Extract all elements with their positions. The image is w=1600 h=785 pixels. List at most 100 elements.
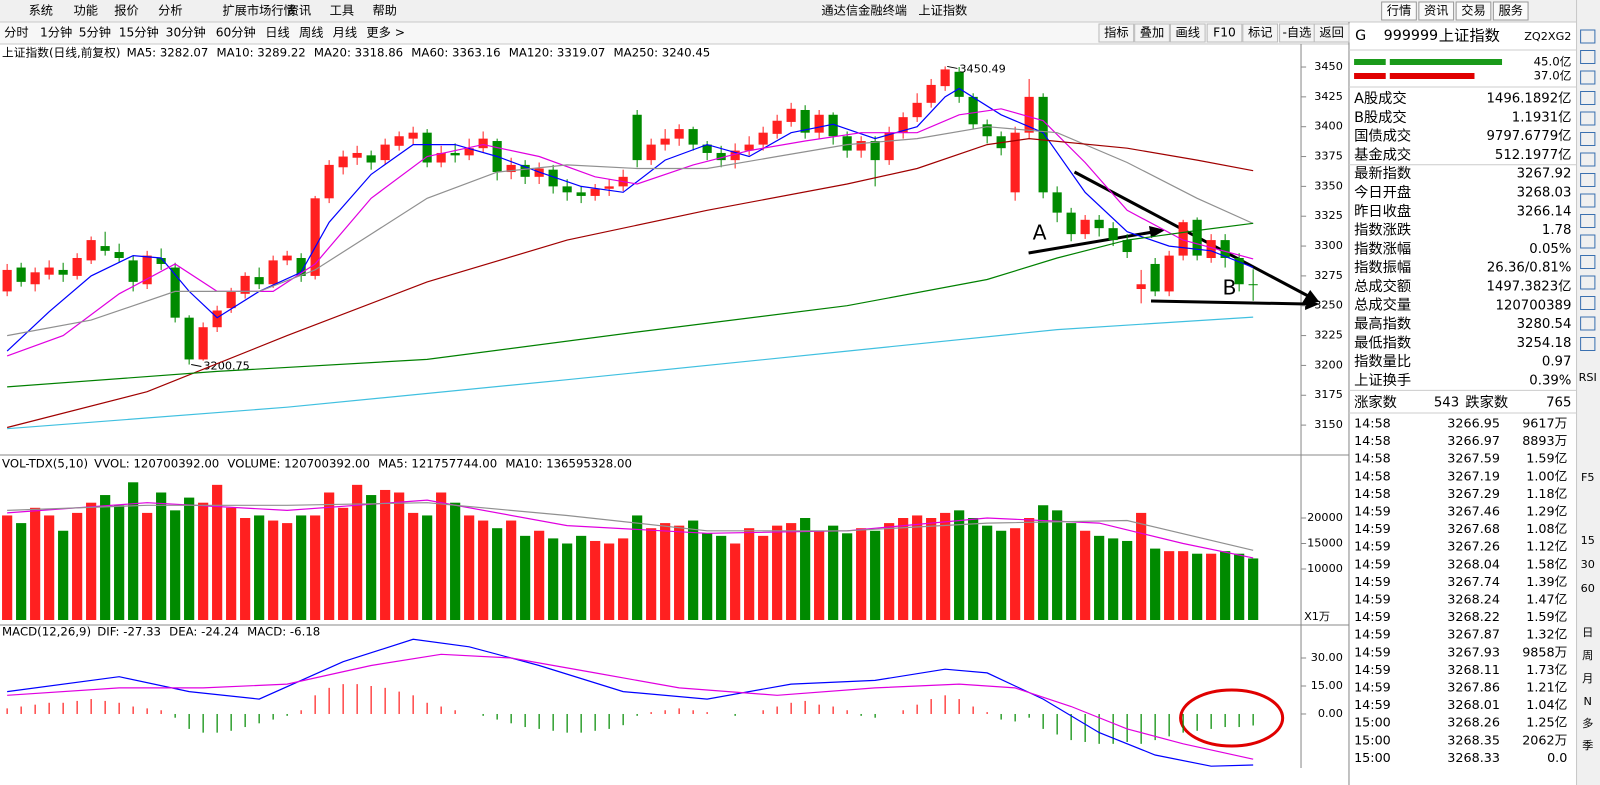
y-tick-label: 15000 [1307, 537, 1343, 550]
menu-button-label[interactable]: 交易 [1461, 3, 1485, 18]
side-icon-label[interactable]: 月 [1582, 672, 1593, 685]
quote-label: 指数量比 [1354, 354, 1411, 370]
period-tab[interactable]: 60分钟 [216, 25, 256, 40]
side-icon[interactable] [1580, 173, 1596, 187]
volume-bar [590, 540, 601, 620]
tool-button[interactable] [1098, 23, 1135, 43]
period-tab[interactable]: 30分钟 [166, 25, 206, 40]
period-tab[interactable]: 分时 [4, 26, 28, 40]
menu-item[interactable]: 系统 [29, 4, 53, 18]
menu-item[interactable]: 工具 [330, 4, 354, 18]
candle-body [688, 129, 698, 145]
volume-bar [86, 502, 97, 620]
quote-label: 最低指数 [1354, 335, 1411, 351]
menu-button-label[interactable]: 资讯 [1424, 4, 1448, 18]
tick-time: 14:59 [1354, 644, 1391, 659]
tool-button-label[interactable]: 叠加 [1140, 26, 1164, 40]
side-icon[interactable] [1580, 316, 1596, 331]
menu-button[interactable] [1381, 1, 1417, 21]
candle-body [968, 96, 978, 125]
tick-volume: 9858万 [1522, 644, 1567, 659]
volume-bar [1136, 512, 1147, 620]
quote-value: 3267.92 [1517, 167, 1572, 182]
side-icon-label[interactable]: 30 [1581, 558, 1595, 571]
side-icon-label[interactable]: N [1584, 695, 1592, 708]
quote-value: 512.1977亿 [1495, 147, 1572, 163]
volume-bar [744, 528, 755, 620]
period-tab[interactable]: 更多 > [366, 26, 405, 40]
volume-bar [576, 535, 587, 620]
candle-body [338, 156, 348, 168]
volume-bar [296, 515, 307, 620]
side-icon[interactable] [1580, 275, 1596, 290]
arrow-head [1305, 298, 1320, 310]
side-icon[interactable] [1580, 296, 1596, 310]
tool-button-label[interactable]: F10 [1213, 26, 1236, 40]
side-icon[interactable] [1580, 193, 1596, 208]
side-icon-label[interactable]: 周 [1582, 649, 1593, 662]
side-icon[interactable] [1580, 234, 1596, 249]
side-icon-label[interactable]: 15 [1581, 534, 1595, 547]
period-tab[interactable]: 1分钟 [40, 25, 72, 40]
menu-item[interactable]: 报价 [114, 3, 138, 18]
candle-body [660, 138, 670, 145]
volume-bar [58, 530, 69, 620]
side-icon[interactable] [1580, 29, 1596, 44]
tool-button[interactable] [1206, 23, 1243, 43]
tool-button-label[interactable]: 标记 [1248, 26, 1272, 40]
volume-bar [996, 530, 1007, 620]
menu-item[interactable]: 资讯 [287, 4, 311, 18]
ratio-label: 37.0亿 [1534, 69, 1572, 83]
highlight-ellipse [1179, 688, 1285, 748]
period-tab[interactable]: 5分钟 [79, 25, 111, 40]
menu-button[interactable] [1418, 1, 1455, 21]
menu-button[interactable] [1492, 1, 1529, 21]
volume-bar [156, 492, 167, 620]
side-icon[interactable] [1580, 132, 1596, 146]
y-tick-label: 3225 [1314, 329, 1343, 342]
period-tab[interactable]: 月线 [333, 26, 357, 40]
side-icon[interactable] [1580, 255, 1596, 269]
menu-item[interactable]: 帮助 [372, 4, 396, 18]
side-icon[interactable] [1580, 50, 1596, 64]
side-icon[interactable] [1580, 91, 1596, 105]
tool-button[interactable] [1134, 23, 1170, 43]
tool-button[interactable] [1242, 23, 1279, 43]
side-icon[interactable] [1580, 152, 1596, 167]
side-icon-label[interactable]: 日 [1582, 626, 1593, 639]
menu-item[interactable]: 分析 [158, 4, 182, 18]
side-icon-label[interactable]: 多 [1582, 716, 1593, 730]
quote-value: 26.36/0.81% [1487, 261, 1572, 276]
candle-body [1066, 212, 1076, 235]
side-icon-label[interactable]: 60 [1581, 582, 1595, 595]
tool-button[interactable] [1313, 23, 1350, 43]
tool-button-label[interactable]: 返回 [1319, 26, 1343, 40]
menu-item[interactable]: 扩展市场行情 [222, 3, 295, 18]
side-icon[interactable] [1580, 337, 1596, 351]
menu-button-label[interactable]: 服务 [1498, 3, 1522, 18]
side-icon[interactable] [1580, 111, 1596, 126]
tool-button-label[interactable]: 指标 [1104, 25, 1128, 40]
tool-button-label[interactable]: -自选 [1282, 26, 1311, 40]
tick-volume: 1.59亿 [1526, 609, 1567, 624]
side-icon-label[interactable]: RSI [1579, 371, 1597, 384]
tool-button-label[interactable]: 画线 [1176, 26, 1200, 40]
ma-line [7, 222, 1254, 388]
candle-body [716, 152, 726, 161]
y-tick-label: 20000 [1307, 511, 1343, 524]
candle-body [674, 129, 684, 139]
tool-button[interactable] [1169, 23, 1206, 43]
side-icon[interactable] [1580, 214, 1596, 228]
candle-body [1080, 219, 1090, 235]
side-icon-label[interactable]: 季 [1582, 739, 1593, 752]
ratio-bar [1389, 59, 1503, 65]
period-tab[interactable]: 周线 [299, 26, 323, 40]
side-icon-label[interactable]: F5 [1581, 471, 1595, 484]
menu-item[interactable]: 功能 [73, 4, 97, 18]
period-tab[interactable]: 15分钟 [119, 25, 159, 40]
side-icon[interactable] [1580, 70, 1596, 85]
menu-button[interactable] [1455, 1, 1492, 21]
menu-button-label[interactable]: 行情 [1387, 4, 1411, 18]
ma-line [7, 316, 1254, 430]
period-tab[interactable]: 日线 [265, 26, 289, 40]
